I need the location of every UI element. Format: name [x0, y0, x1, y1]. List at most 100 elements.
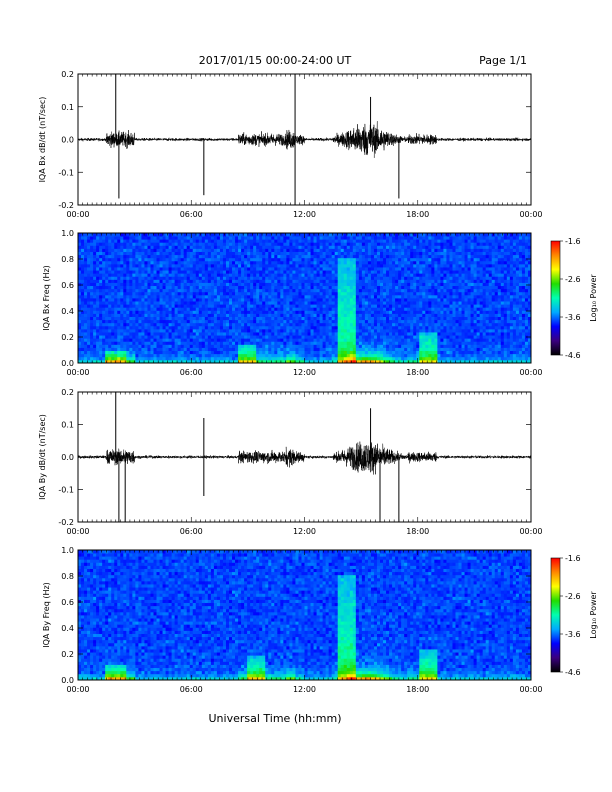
- spectrogram-cell: [383, 239, 387, 243]
- spectrogram-cell: [219, 332, 224, 336]
- spectrogram-cell: [271, 239, 275, 243]
- spectrogram-cell: [343, 344, 348, 348]
- spectrogram-cell: [401, 328, 405, 333]
- spectrogram-cell: [349, 276, 354, 280]
- spectrogram-cell: [392, 356, 396, 361]
- spectrogram-cell: [241, 353, 245, 358]
- spectrogram-cell: [150, 328, 154, 333]
- spectrogram-cell: [171, 310, 176, 314]
- spectrogram-cell: [210, 328, 215, 333]
- spectrogram-cell: [292, 335, 296, 339]
- spectrogram-cell: [313, 279, 317, 283]
- spectrogram-cell: [183, 350, 188, 355]
- spectrogram-cell: [358, 245, 363, 249]
- spectrogram-cell: [207, 338, 212, 342]
- spectrogram-cell: [407, 288, 411, 293]
- spectrogram-cell: [398, 353, 402, 358]
- spectrogram-cell: [232, 328, 236, 333]
- spectrogram-cell: [219, 316, 224, 321]
- spectrogram-cell: [195, 307, 200, 311]
- spectrogram-cell: [138, 332, 142, 336]
- spectrogram-cell: [328, 282, 333, 287]
- spectrogram-cell: [292, 353, 296, 358]
- spectrogram-cell: [410, 233, 414, 237]
- spectrogram-cell: [180, 328, 185, 333]
- spectrogram-cell: [174, 251, 179, 256]
- spectrogram-cell: [283, 254, 287, 259]
- spectrogram-cell: [349, 304, 354, 308]
- spectrogram-cell: [171, 328, 176, 333]
- spectrogram-cell: [373, 285, 378, 290]
- spectrogram-cell: [389, 347, 393, 352]
- spectrogram-cell: [216, 260, 221, 265]
- spectrogram-cell: [141, 276, 145, 280]
- spectrogram-cell: [114, 282, 118, 287]
- spectrogram-cell: [87, 257, 91, 262]
- spectrogram-cell: [129, 350, 133, 355]
- spectrogram-cell: [129, 239, 133, 243]
- spectrogram-cell: [180, 291, 185, 296]
- spectrogram-cell: [383, 282, 387, 287]
- spectrogram-cell: [126, 282, 130, 287]
- spectrogram-cell: [241, 319, 245, 324]
- spectrogram-cell: [337, 344, 342, 348]
- spectrogram-cell: [144, 279, 148, 283]
- spectrogram-cell: [383, 304, 387, 308]
- spectrogram-cell: [370, 257, 375, 262]
- spectrogram-cell: [352, 341, 357, 345]
- spectrogram-cell: [235, 313, 239, 317]
- spectrogram-cell: [301, 344, 305, 348]
- spectrogram-cell: [376, 316, 381, 321]
- spectrogram-cell: [310, 260, 314, 265]
- spectrogram-cell: [250, 242, 254, 246]
- spectrogram-cell: [413, 236, 417, 240]
- spectrogram-cell: [192, 359, 197, 364]
- spectrogram-cell: [90, 257, 94, 262]
- spectrogram-cell: [90, 282, 94, 287]
- spectrogram-cell: [268, 251, 272, 256]
- spectrogram-cell: [271, 279, 275, 283]
- spectrogram-cell: [355, 294, 360, 299]
- spectrogram-cell: [225, 301, 230, 305]
- spectrogram-cell: [138, 301, 142, 305]
- spectrogram-cell: [144, 335, 148, 339]
- spectrogram-cell: [298, 328, 302, 333]
- spectrogram-cell: [102, 301, 106, 305]
- spectrogram-cell: [407, 325, 411, 330]
- spectrogram-cell: [395, 350, 399, 355]
- spectrogram-cell: [195, 245, 200, 249]
- spectrogram-cell: [99, 285, 103, 290]
- spectrogram-cell: [235, 316, 239, 321]
- spectrogram-cell: [244, 257, 248, 262]
- spectrogram-cell: [352, 273, 357, 277]
- spectrogram-cell: [301, 245, 305, 249]
- spectrogram-cell: [189, 322, 194, 327]
- spectrogram-cell: [244, 288, 248, 293]
- spectrogram-cell: [352, 276, 357, 280]
- spectrogram-cell: [90, 316, 94, 321]
- spectrogram-cell: [334, 291, 339, 296]
- spectrogram-cell: [207, 359, 212, 364]
- spectrogram-cell: [198, 288, 203, 293]
- spectrogram-cell: [289, 242, 293, 246]
- spectrogram-cell: [247, 254, 251, 259]
- spectrogram-cell: [99, 245, 103, 249]
- spectrogram-cell: [280, 359, 284, 364]
- spectrogram-cell: [198, 338, 203, 342]
- spectrogram-cell: [198, 335, 203, 339]
- spectrogram-cell: [355, 257, 360, 262]
- spectrogram-cell: [162, 282, 166, 287]
- spectrogram-cell: [404, 233, 408, 237]
- spectrogram-cell: [225, 279, 230, 283]
- spectrogram-cell: [111, 319, 115, 324]
- spectrogram-cell: [183, 279, 188, 283]
- spectrogram-cell: [376, 341, 381, 345]
- spectrogram-cell: [380, 353, 384, 358]
- spectrogram-cell: [147, 285, 151, 290]
- spectrogram-cell: [307, 344, 311, 348]
- spectrogram-cell: [331, 316, 336, 321]
- spectrogram-cell: [225, 359, 230, 364]
- spectrogram-cell: [174, 285, 179, 290]
- spectrogram-cell: [162, 304, 166, 308]
- spectrogram-cell: [331, 310, 336, 314]
